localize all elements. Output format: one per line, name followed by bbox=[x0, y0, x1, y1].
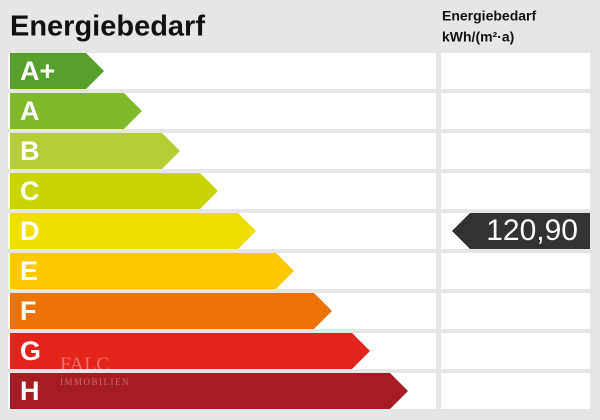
value-cell bbox=[441, 333, 590, 369]
class-label: A bbox=[20, 96, 40, 126]
class-label: G bbox=[20, 336, 41, 366]
value-cell bbox=[441, 373, 590, 409]
watermark-subtitle: IMMOBILIEN bbox=[60, 377, 130, 387]
class-arrow bbox=[10, 373, 408, 409]
class-arrow bbox=[10, 53, 104, 89]
class-label: D bbox=[20, 216, 40, 246]
class-label: A+ bbox=[20, 56, 55, 86]
column-header-unit: kWh/(m²·a) bbox=[442, 29, 514, 45]
class-label: H bbox=[20, 376, 40, 406]
class-arrow bbox=[10, 333, 370, 369]
value-label: 120,90 bbox=[486, 214, 578, 247]
class-arrow bbox=[10, 293, 332, 329]
watermark-name: FALC bbox=[60, 354, 110, 376]
class-arrow bbox=[10, 213, 256, 249]
value-cell bbox=[441, 253, 590, 289]
class-arrow bbox=[10, 173, 218, 209]
value-cell bbox=[441, 93, 590, 129]
class-arrow bbox=[10, 93, 142, 129]
value-cell bbox=[441, 133, 590, 169]
value-cell bbox=[441, 293, 590, 329]
value-cell bbox=[441, 173, 590, 209]
class-label: C bbox=[20, 176, 40, 206]
title: Energiebedarf bbox=[10, 11, 205, 43]
class-label: B bbox=[20, 136, 40, 166]
class-arrow bbox=[10, 253, 294, 289]
class-arrow bbox=[10, 133, 180, 169]
class-label: F bbox=[20, 296, 37, 326]
column-header: Energiebedarf bbox=[442, 8, 536, 24]
watermark: FALC IMMOBILIEN bbox=[60, 354, 130, 387]
value-marker bbox=[452, 213, 590, 249]
value-cell bbox=[441, 53, 590, 89]
class-label: E bbox=[20, 256, 38, 286]
